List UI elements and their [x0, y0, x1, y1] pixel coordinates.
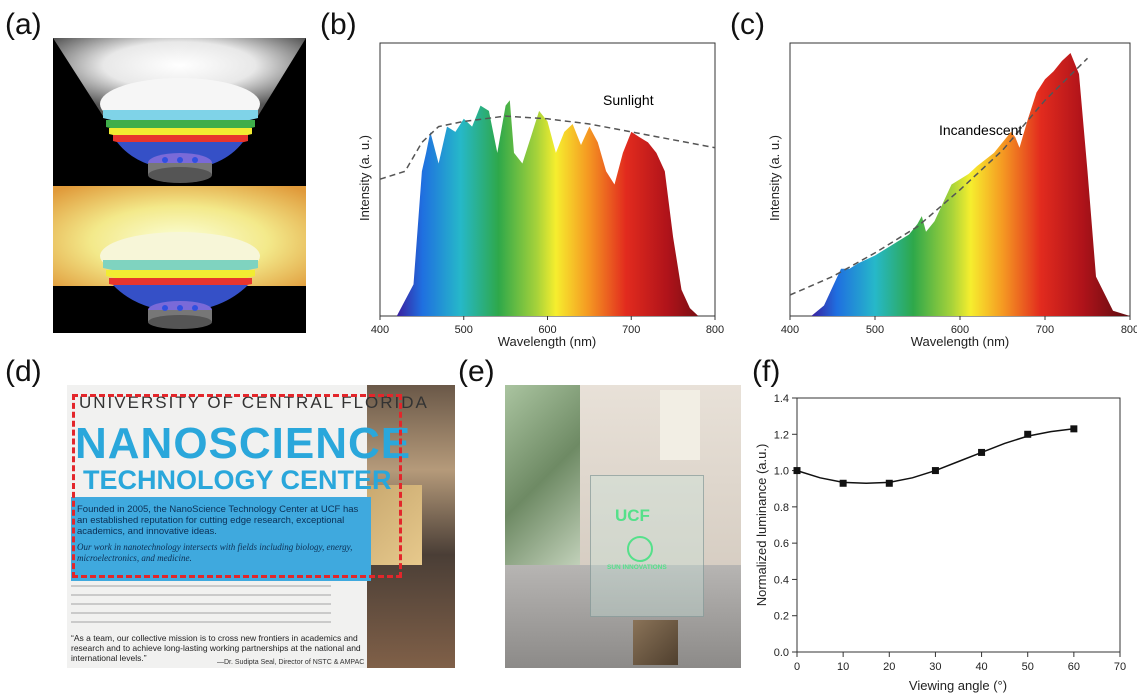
data-point — [978, 448, 986, 456]
y-tick-label: 1.4 — [774, 393, 789, 405]
panel-label-e: (e) — [458, 355, 495, 388]
window-view — [505, 385, 580, 575]
data-point — [1070, 425, 1078, 433]
x-tick-label: 60 — [1068, 661, 1080, 673]
x-tick-label: 800 — [1121, 324, 1137, 336]
scroll-painting — [660, 390, 700, 460]
x-axis-title: Viewing angle (°) — [909, 678, 1007, 693]
wood-block-stand — [633, 620, 678, 665]
plot-frame — [796, 397, 1121, 653]
x-tick-label: 0 — [794, 661, 800, 673]
annotation-sunlight: Sunlight — [603, 92, 654, 108]
brochure-body-text — [71, 585, 331, 629]
dashed-highlight-box — [72, 394, 402, 578]
panel-label-f: (f) — [752, 355, 781, 388]
luminance-angle-chart: 0 10 20 30 40 50 60 700.00.20.40.60.81.01.21.4 … — [754, 393, 1126, 693]
sun-innovations-emission: SUN INNOVATIONS — [607, 564, 667, 571]
blackbody-dashed-line — [379, 115, 716, 180]
data-point — [1024, 430, 1032, 438]
spectrum-area — [396, 100, 715, 316]
brochure-attribution: —Dr. Sudipta Seal, Director of NSTC & AM… — [217, 659, 365, 666]
brochure-photo-lab — [367, 485, 422, 565]
lamp-illustration — [53, 38, 306, 333]
x-axis-title: Wavelength (nm) — [911, 334, 1010, 349]
y-tick-label: 1.0 — [774, 466, 789, 478]
panel-label-d: (d) — [5, 355, 42, 388]
annotation-incandescent: Incandescent — [939, 122, 1022, 138]
x-tick-label: 500 — [455, 324, 473, 336]
lamp-bottom — [53, 186, 306, 329]
university-name: UNIVERSITY OF CENTRAL FLORIDA — [79, 393, 429, 412]
y-tick-label: 0.8 — [774, 502, 789, 514]
fit-curve — [796, 428, 1074, 485]
y-tick-label: 0.4 — [774, 574, 789, 586]
data-point — [931, 467, 939, 475]
y-tick-label: 0.2 — [774, 611, 789, 623]
brochure-italic: Our work in nanotechnology intersects wi… — [77, 542, 353, 563]
brochure-title-2: TECHNOLOGY CENTER — [83, 465, 392, 495]
sun-logo-emission — [627, 536, 653, 562]
x-tick-label: 30 — [929, 661, 941, 673]
x-tick-label: 10 — [837, 661, 849, 673]
data-point — [839, 479, 847, 487]
transparent-screen: UCF SUN INNOVATIONS — [590, 475, 704, 617]
x-tick-label: 40 — [975, 661, 987, 673]
lamp-top — [53, 38, 306, 183]
incandescent-spectrum-chart: 400 500 600 700 800 Incandescent Wavelength … — [767, 42, 1137, 349]
x-tick-label: 50 — [1022, 661, 1034, 673]
x-tick-label: 700 — [1036, 324, 1054, 336]
x-axis-title: Wavelength (nm) — [498, 334, 597, 349]
spectrum-area — [811, 53, 1130, 316]
y-axis-title: Normalized luminance (a.u.) — [754, 444, 769, 607]
x-tick-label: 600 — [538, 324, 556, 336]
x-tick-label: 800 — [706, 324, 724, 336]
x-tick-label: 400 — [371, 324, 389, 336]
display-photo: UCF SUN INNOVATIONS — [505, 385, 741, 668]
ucf-logo-emission: UCF — [615, 506, 650, 525]
x-tick-label: 600 — [951, 324, 969, 336]
brochure-photo: UNIVERSITY OF CENTRAL FLORIDA NANOSCIENC… — [67, 385, 455, 668]
blackbody-dashed-line — [789, 57, 1089, 296]
x-tick-label: 20 — [883, 661, 895, 673]
panel-label-b: (b) — [320, 8, 357, 41]
brochure-blue-box: Founded in 2005, the NanoScience Technol… — [71, 497, 371, 581]
y-tick-label: 0.6 — [774, 538, 789, 550]
brochure-paragraph: Founded in 2005, the NanoScience Technol… — [77, 504, 359, 537]
x-tick-label: 500 — [866, 324, 884, 336]
sunlight-spectrum-chart: 400 500 600 700 800 Sunlight Wavelength (nm)… — [357, 42, 724, 349]
panel-label-a: (a) — [5, 8, 42, 41]
brochure-quote: “As a team, our collective mission is to… — [71, 633, 361, 663]
x-tick-label: 400 — [781, 324, 799, 336]
y-tick-label: 1.2 — [774, 429, 789, 441]
brochure-title-1: NANOSCIENCE — [75, 419, 412, 468]
y-axis-title: Intensity (a. u.) — [357, 135, 372, 221]
data-point — [793, 467, 801, 475]
panel-label-c: (c) — [730, 8, 765, 41]
x-tick-label: 700 — [622, 324, 640, 336]
x-tick-label: 70 — [1114, 661, 1126, 673]
data-point — [885, 479, 893, 487]
y-axis-title: Intensity (a. u.) — [767, 135, 782, 221]
y-tick-label: 0.0 — [774, 647, 789, 659]
